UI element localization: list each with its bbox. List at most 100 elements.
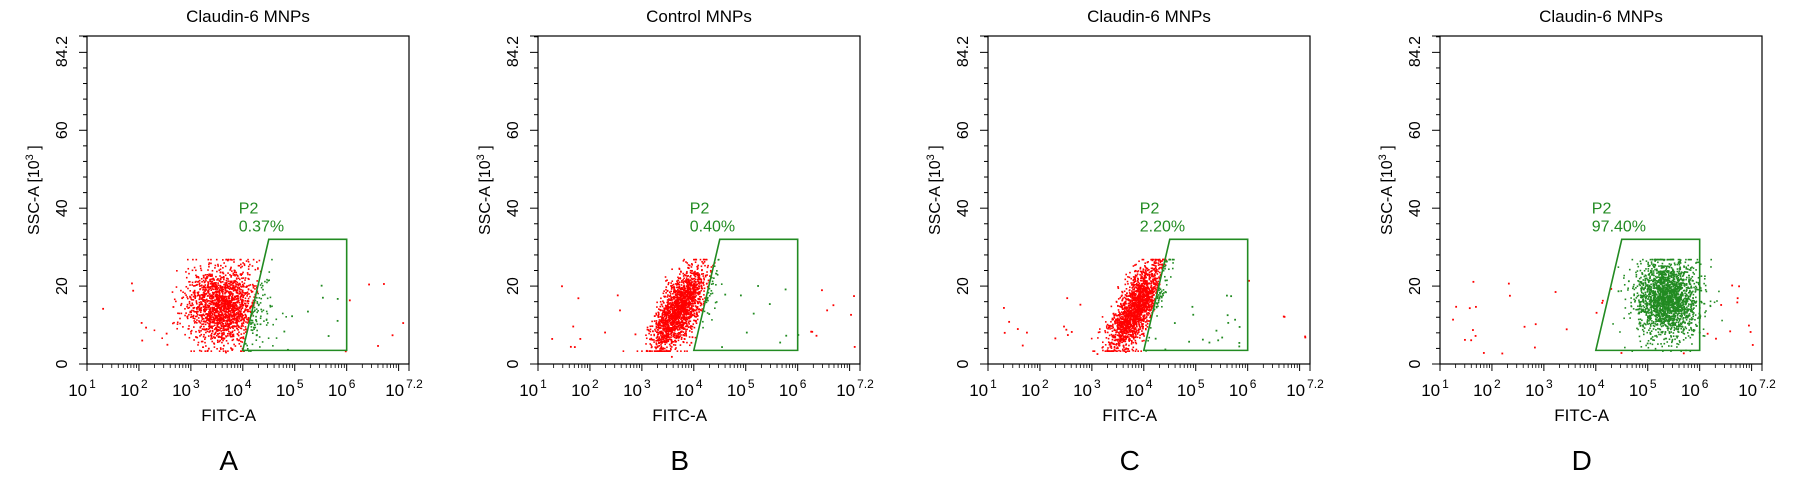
data-point	[201, 318, 204, 320]
data-point	[254, 324, 256, 327]
data-point	[225, 300, 227, 302]
data-point	[667, 340, 670, 343]
data-point	[232, 293, 234, 295]
data-point	[705, 258, 707, 261]
data-point	[681, 288, 684, 291]
data-point	[225, 301, 227, 303]
data-point	[253, 328, 255, 330]
data-point	[1124, 329, 1127, 332]
data-point	[216, 316, 219, 319]
data-point	[241, 307, 243, 310]
data-point	[700, 281, 703, 284]
data-point	[235, 307, 237, 310]
data-point	[246, 291, 249, 294]
data-point	[670, 329, 673, 331]
data-point	[232, 308, 234, 310]
data-point	[677, 312, 680, 314]
data-point	[222, 300, 225, 303]
data-point	[218, 317, 221, 319]
data-point	[678, 285, 681, 288]
data-point	[189, 290, 192, 292]
data-point	[227, 350, 229, 352]
data-point	[1124, 300, 1127, 303]
data-point	[206, 322, 209, 324]
data-point	[677, 328, 679, 331]
data-point	[250, 289, 252, 292]
data-point	[654, 328, 656, 331]
data-point	[696, 278, 699, 281]
data-point	[248, 284, 250, 287]
data-point	[1124, 348, 1126, 351]
data-point	[715, 272, 718, 275]
data-point	[682, 327, 685, 330]
data-point	[685, 322, 688, 325]
data-point	[245, 260, 248, 262]
data-point	[1123, 302, 1126, 305]
data-point	[655, 320, 658, 322]
data-point	[1125, 343, 1128, 345]
data-point	[220, 302, 223, 305]
data-point	[675, 301, 677, 304]
data-point	[223, 278, 225, 281]
data-point	[253, 285, 256, 287]
data-point	[1159, 295, 1161, 297]
data-point	[688, 267, 690, 270]
data-point	[665, 315, 668, 318]
data-point	[686, 285, 688, 288]
data-point	[684, 332, 687, 334]
data-point	[688, 303, 691, 305]
data-point	[204, 299, 207, 302]
outlier-point	[682, 306, 685, 309]
data-point	[684, 322, 686, 324]
data-point	[198, 349, 201, 352]
data-point	[215, 316, 217, 319]
data-point	[1113, 336, 1116, 339]
data-point	[660, 320, 663, 323]
data-point	[690, 315, 693, 317]
data-point	[223, 320, 225, 323]
data-point	[649, 328, 652, 331]
data-point	[217, 296, 220, 299]
data-point	[662, 292, 665, 295]
data-point	[1139, 279, 1142, 282]
data-point	[208, 322, 210, 325]
data-point	[211, 326, 213, 328]
x-tick-label: 10 7.2	[1286, 377, 1324, 400]
data-point	[668, 291, 671, 294]
data-point	[685, 325, 688, 328]
data-point	[675, 309, 678, 312]
data-point	[676, 315, 678, 318]
data-point	[193, 306, 196, 309]
data-point	[1125, 344, 1127, 346]
y-axis-label: SSC-A [103 ]	[475, 145, 494, 235]
panel-letter: C	[1120, 445, 1140, 476]
data-point	[198, 314, 201, 316]
data-point	[1132, 282, 1134, 284]
data-point	[690, 307, 692, 310]
data-point	[695, 322, 698, 325]
data-point	[175, 300, 177, 303]
data-point	[1147, 299, 1150, 302]
data-point	[233, 343, 235, 346]
data-point	[221, 288, 223, 291]
data-point	[198, 306, 200, 309]
data-point	[680, 325, 683, 328]
data-point	[175, 286, 178, 288]
data-point	[1102, 341, 1104, 344]
data-point	[195, 311, 198, 313]
data-point	[699, 282, 702, 284]
data-point	[255, 339, 258, 342]
data-point	[179, 317, 181, 320]
data-point	[207, 286, 210, 289]
x-tick-label: 10 5	[727, 377, 755, 400]
data-point	[213, 285, 216, 288]
data-point	[671, 329, 674, 331]
data-point	[660, 344, 662, 346]
data-point	[242, 322, 245, 325]
data-point	[193, 320, 196, 322]
data-point	[203, 295, 206, 298]
data-point	[674, 296, 677, 299]
data-point	[222, 259, 224, 261]
data-point	[231, 339, 234, 342]
data-point	[225, 298, 227, 301]
